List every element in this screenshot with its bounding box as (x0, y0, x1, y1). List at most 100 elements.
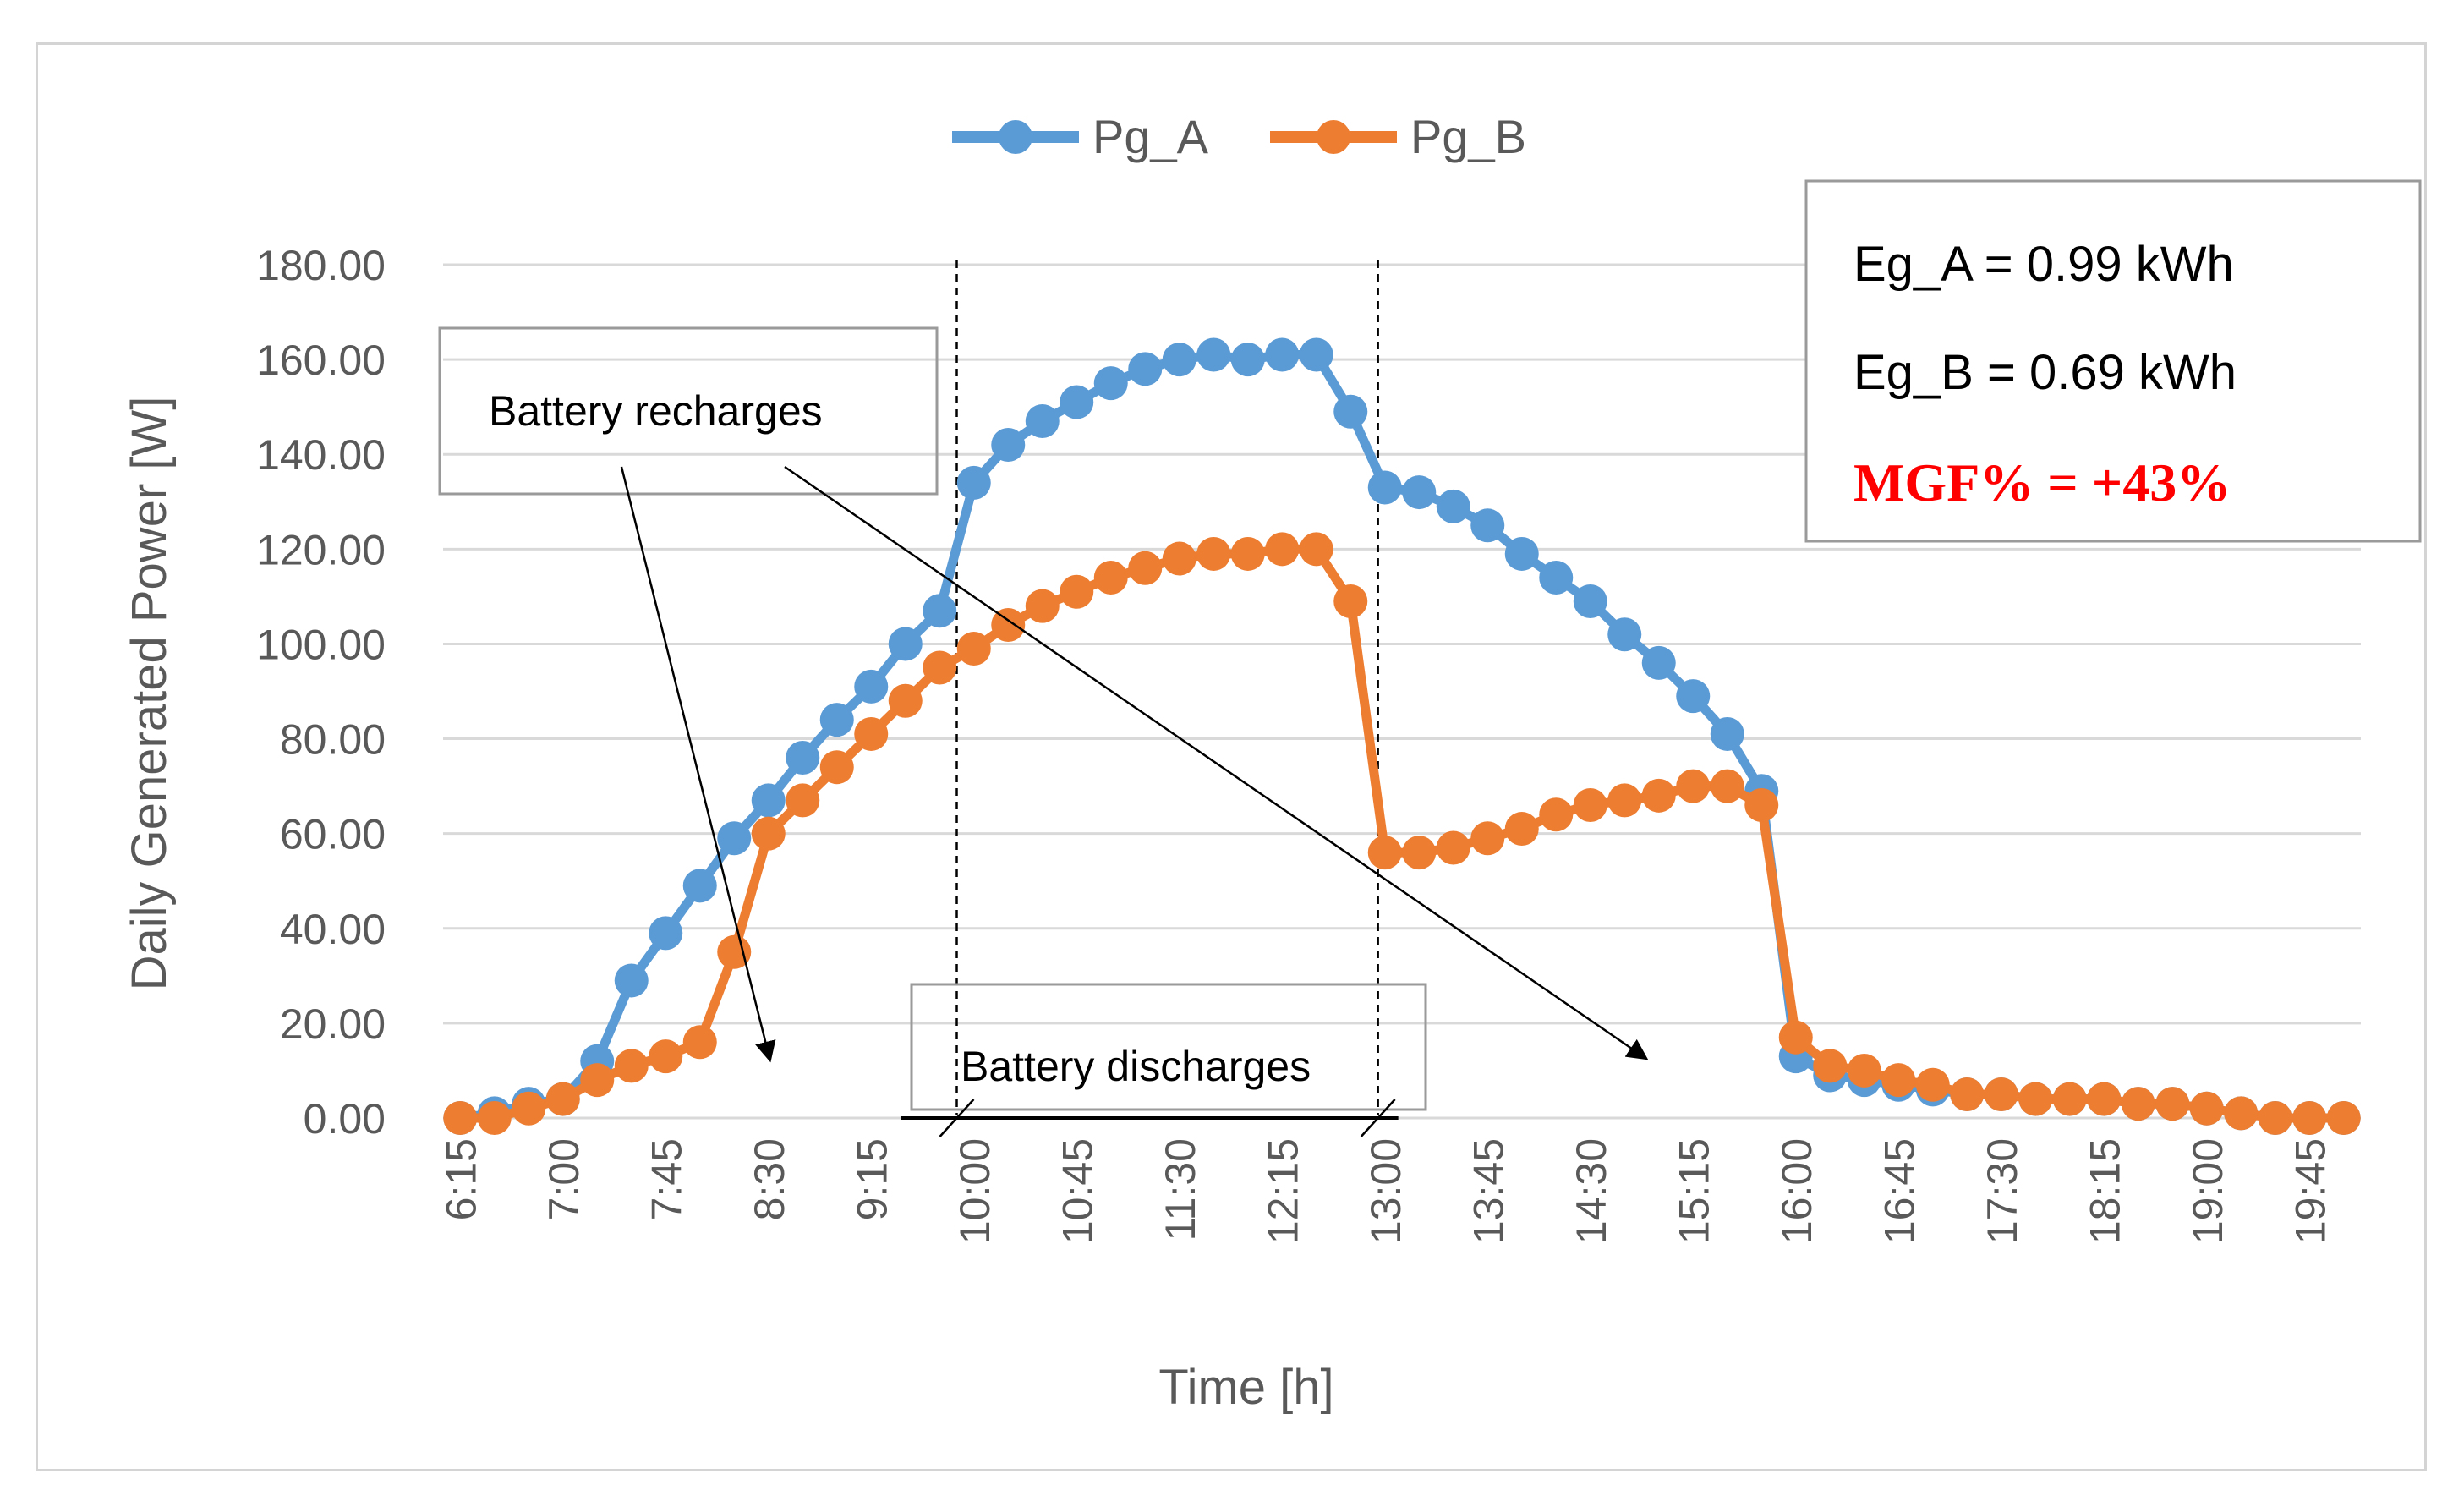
gridlines (443, 263, 2361, 1120)
point-pg-b (2018, 1082, 2053, 1116)
x-tick-label: 11:30 (1157, 1138, 1204, 1241)
point-pg-b (1573, 788, 1607, 823)
point-pg-b (1607, 783, 1642, 818)
point-pg-b (2224, 1096, 2259, 1131)
y-tick-label: 180.00 (256, 242, 386, 289)
point-pg-a (1162, 342, 1196, 377)
y-tick-label: 20.00 (280, 1000, 386, 1048)
point-pg-b (2189, 1091, 2224, 1126)
point-pg-b (649, 1039, 683, 1074)
point-pg-a (819, 703, 854, 737)
mgf-text: MGF% = +43% (1853, 452, 2231, 512)
energy-info-box: Eg_A = 0.99 kWh Eg_B = 0.69 kWh MGF% = +… (1804, 179, 2422, 543)
point-pg-b (786, 783, 820, 818)
point-pg-b (751, 816, 786, 851)
point-pg-b (1402, 836, 1437, 870)
point-pg-a (1436, 489, 1470, 523)
point-pg-a (1128, 352, 1163, 386)
point-pg-b (717, 934, 752, 969)
point-pg-a (614, 963, 649, 998)
point-pg-b (1230, 536, 1265, 571)
point-pg-b (1504, 812, 1539, 847)
point-pg-b (1093, 560, 1128, 595)
point-pg-b (1470, 821, 1505, 856)
point-pg-a (1093, 366, 1128, 401)
point-pg-b (2258, 1101, 2292, 1135)
recharge-arrow-1 (620, 466, 776, 1063)
point-pg-b (888, 683, 923, 718)
y-tick-label: 60.00 (280, 811, 386, 858)
x-tick-label: 19:00 (2184, 1138, 2231, 1244)
point-pg-b (682, 1025, 717, 1060)
y-tick-label: 160.00 (256, 337, 386, 384)
x-tick-label: 6:15 (437, 1138, 485, 1220)
point-pg-a (717, 821, 752, 856)
point-pg-b (512, 1091, 546, 1126)
point-pg-a (1676, 679, 1711, 714)
point-pg-a (1025, 403, 1060, 438)
point-pg-b (1162, 541, 1196, 576)
point-pg-b (1367, 836, 1402, 870)
point-pg-b (1710, 769, 1744, 803)
y-tick-label: 80.00 (280, 716, 386, 764)
point-pg-a (1265, 337, 1300, 372)
x-axis-title: Time [h] (1158, 1360, 1333, 1415)
point-pg-a (1504, 536, 1539, 571)
point-pg-b (1539, 797, 1574, 832)
y-tick-label: 40.00 (280, 906, 386, 953)
x-tick-label: 18:15 (2081, 1138, 2128, 1244)
x-tick-label: 17:30 (1979, 1138, 2026, 1244)
point-pg-b (1915, 1067, 1950, 1102)
point-pg-a (991, 428, 1026, 463)
x-tick-label: 10:45 (1054, 1138, 1101, 1244)
y-axis-title: Daily Generated Power [W] (122, 397, 177, 991)
point-pg-a (682, 869, 717, 903)
legend-marker-pg-a (999, 120, 1032, 154)
x-tick-label: 15:15 (1670, 1138, 1717, 1244)
point-pg-a (888, 627, 923, 661)
point-pg-b (2121, 1087, 2155, 1121)
point-pg-b (1744, 788, 1779, 823)
point-pg-b (1950, 1077, 1985, 1111)
point-pg-b (854, 716, 889, 751)
x-tick-label: 16:45 (1875, 1138, 1923, 1244)
x-tick-label: 16:00 (1773, 1138, 1821, 1244)
point-pg-a (751, 783, 786, 818)
point-pg-a (1230, 342, 1265, 377)
point-pg-a (1060, 385, 1094, 419)
point-pg-b (819, 750, 854, 785)
point-pg-b (477, 1101, 512, 1135)
y-tick-labels: 0.00 20.00 40.00 60.00 80.00 100.00 120.00 140.… (256, 242, 386, 1143)
point-pg-b (1265, 532, 1300, 567)
x-tick-label: 19:45 (2286, 1138, 2334, 1244)
y-tick-label: 100.00 (256, 621, 386, 668)
point-pg-b (2155, 1087, 2190, 1121)
recharge-box (438, 326, 939, 496)
point-pg-b (1436, 830, 1470, 865)
point-pg-b (956, 632, 991, 666)
x-tick-label: 8:30 (746, 1138, 793, 1220)
point-pg-a (923, 594, 957, 628)
point-pg-a (1470, 508, 1505, 543)
legend: Pg_A Pg_B (952, 110, 1526, 163)
x-tick-label: 7:45 (643, 1138, 690, 1220)
y-tick-label: 0.00 (304, 1095, 386, 1143)
point-pg-b (1881, 1063, 1916, 1098)
x-tick-label: 13:00 (1362, 1138, 1410, 1244)
energy-info-border (1804, 179, 2422, 543)
x-tick-labels: 6:15 7:00 7:45 8:30 9:15 10:00 10:45 11:30 12:15… (437, 1138, 2334, 1244)
point-pg-b (2292, 1101, 2327, 1135)
point-pg-a (854, 669, 889, 704)
point-pg-a (1402, 475, 1437, 510)
legend-label-pg-a: Pg_A (1092, 110, 1209, 163)
point-pg-b (1128, 551, 1163, 585)
recharge-callout: Battery recharges (438, 326, 1649, 1063)
series-layer (443, 337, 2361, 1135)
point-pg-b (1676, 769, 1711, 803)
point-pg-b (1984, 1077, 2018, 1111)
point-pg-a (1710, 716, 1744, 751)
x-tick-label: 13:45 (1465, 1138, 1512, 1244)
point-pg-b (1060, 574, 1094, 609)
x-tick-label: 7:00 (540, 1138, 588, 1220)
